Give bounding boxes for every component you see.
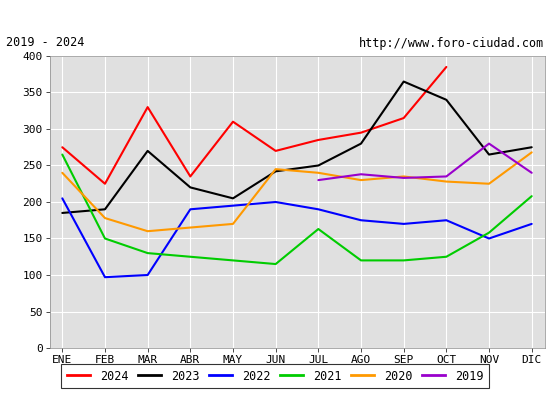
Text: http://www.foro-ciudad.com: http://www.foro-ciudad.com xyxy=(359,36,544,50)
Text: Evolucion Nº Turistas Extranjeros en el municipio de Alguazas: Evolucion Nº Turistas Extranjeros en el … xyxy=(8,8,542,22)
Text: 2019 - 2024: 2019 - 2024 xyxy=(6,36,84,50)
Legend: 2024, 2023, 2022, 2021, 2020, 2019: 2024, 2023, 2022, 2021, 2020, 2019 xyxy=(61,364,489,388)
